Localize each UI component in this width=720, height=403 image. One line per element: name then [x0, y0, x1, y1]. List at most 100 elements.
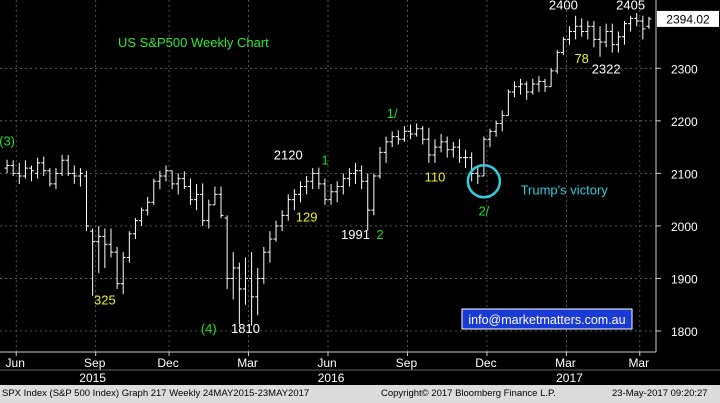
annotation-label: 2 — [376, 227, 383, 242]
x-month-label: Mar — [628, 356, 649, 370]
ohlc-bar — [304, 176, 310, 195]
ohlc-bar — [499, 110, 505, 132]
ohlc-bar — [395, 130, 401, 145]
ohlc-bar — [469, 152, 475, 182]
watermark: info@marketmatters.com.au — [461, 308, 633, 330]
ohlc-bar — [47, 168, 53, 187]
ohlc-bar — [90, 228, 96, 296]
ohlc-bar — [591, 21, 597, 48]
ohlc-bar — [297, 181, 303, 203]
bloomberg-footer: SPX Index (S&P 500 Index) Graph 217 Week… — [0, 385, 720, 403]
ohlc-bar — [353, 162, 359, 184]
annotation-label: 2120 — [274, 148, 303, 163]
ohlc-bar — [139, 207, 145, 226]
ohlc-bar — [200, 183, 206, 226]
x-month-label: Jun — [317, 356, 336, 370]
ohlc-bar — [365, 173, 371, 231]
annotation-label: 2/ — [478, 203, 489, 218]
ohlc-bar — [609, 23, 615, 53]
annotation-label: (3) — [0, 134, 15, 149]
x-month-label: Mar — [237, 356, 258, 370]
ohlc-bar — [475, 165, 481, 184]
ohlc-bar — [346, 168, 352, 187]
ohlc-bar — [316, 167, 322, 190]
ohlc-bar — [224, 215, 230, 289]
ohlc-bar — [145, 197, 151, 216]
ohlc-bar — [548, 68, 554, 88]
x-year-label: 2016 — [318, 371, 345, 385]
ohlc-bar — [511, 81, 517, 98]
last-price-label: 2394.02 — [666, 12, 710, 26]
annotation-label: 129 — [296, 210, 318, 225]
annotation-label: 325 — [94, 293, 116, 308]
ohlc-bar — [267, 231, 273, 263]
annotation-label: 110 — [425, 169, 446, 184]
ohlc-bar — [389, 131, 395, 148]
ohlc-bar — [181, 171, 187, 190]
ohlc-bar — [579, 18, 585, 37]
ohlc-bar — [628, 15, 634, 32]
ohlc-bar — [132, 218, 138, 240]
ohlc-bar — [230, 252, 236, 300]
ohlc-bar — [71, 165, 77, 184]
ohlc-bar — [255, 267, 261, 316]
ohlc-bar — [126, 231, 132, 263]
ohlc-bar — [359, 165, 365, 190]
ohlc-bar — [518, 78, 524, 95]
ohlc-bar — [615, 31, 621, 53]
footer-timestamp: 23-May-2017 09:20:27 — [612, 388, 708, 399]
ohlc-bar — [102, 228, 108, 268]
x-month-label: Sep — [396, 356, 418, 370]
ohlc-bar — [35, 157, 41, 179]
annotation-label: 1/ — [387, 106, 398, 121]
ohlc-bar — [175, 173, 181, 195]
ohlc-bar — [273, 220, 279, 242]
highlight-circle — [466, 164, 502, 199]
ohlc-bar — [450, 141, 456, 158]
ohlc-bar — [279, 210, 285, 232]
annotation-label: 1991 — [341, 227, 370, 242]
ohlc-bar — [530, 78, 536, 95]
ohlc-bar — [206, 199, 212, 229]
ohlc-bar — [603, 23, 609, 48]
last-price-box — [657, 10, 719, 27]
ohlc-bar — [401, 126, 407, 142]
ohlc-bar — [542, 78, 548, 92]
ohlc-bar — [414, 123, 420, 137]
x-month-label: Mar — [555, 356, 576, 370]
ohlc-bar — [114, 246, 120, 289]
ohlc-bar — [16, 162, 22, 184]
ohlc-bar — [96, 225, 102, 274]
annotation-label: 2400 — [549, 0, 578, 12]
x-year-label: 2017 — [556, 371, 583, 385]
ohlc-bar — [566, 26, 572, 45]
ohlc-bar — [322, 178, 328, 205]
ohlc-bar — [22, 160, 28, 179]
watermark-box — [461, 308, 633, 330]
axes: 1800 1900 2000 2100 2200 2300 Jun Sep Dec Mar Jun S… — [0, 0, 720, 385]
ohlc-bar — [640, 15, 646, 40]
ohlc-bar — [573, 15, 579, 40]
ohlc-bar — [242, 257, 248, 305]
footer-security-info: SPX Index (S&P 500 Index) Graph 217 Week… — [2, 388, 310, 399]
ohlc-bar — [560, 36, 566, 56]
annotation-label: Trump's victory — [521, 182, 609, 197]
ohlc-bar — [187, 178, 193, 205]
ohlc-bar — [524, 81, 530, 100]
ohlc-bar — [65, 154, 71, 176]
ohlc-bar — [291, 189, 297, 211]
ohlc-bar — [444, 136, 450, 158]
ohlc-bar — [383, 136, 389, 163]
watermark-text: info@marketmatters.com.au — [468, 313, 625, 327]
ohlc-bar — [194, 183, 200, 211]
ohlc-bar — [77, 168, 83, 187]
ohlc-bar — [481, 136, 487, 177]
ohlc-bar — [108, 228, 114, 258]
ohlc-bar — [426, 127, 432, 163]
annotation-label: (4) — [201, 321, 217, 336]
annotation-label: 1 — [321, 152, 328, 167]
ohlc-bar — [218, 186, 224, 219]
x-month-label: Jun — [6, 356, 25, 370]
annotation-label: 2405 — [616, 0, 645, 12]
ohlc-bar — [53, 168, 59, 190]
